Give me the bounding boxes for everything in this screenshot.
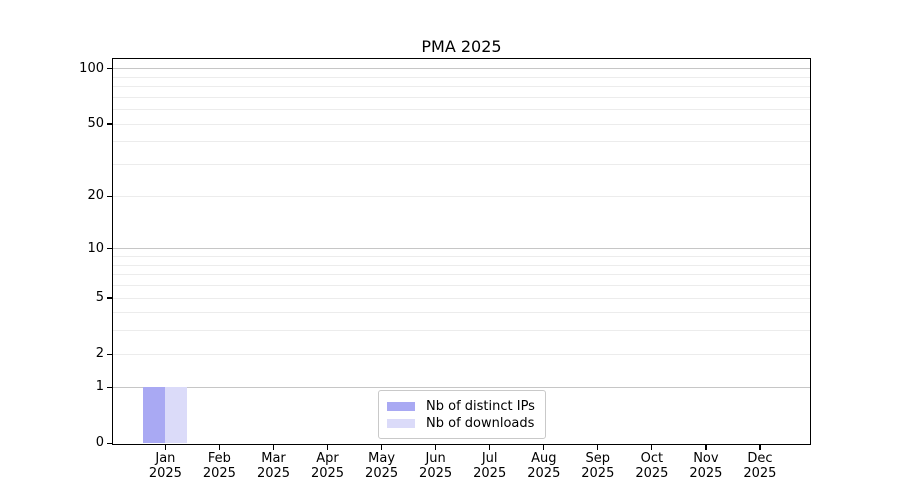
x-tick-mark [543,445,545,450]
x-tick-label: Dec 2025 [733,451,787,481]
gridline-minor [113,141,810,143]
x-tick-label: Apr 2025 [301,451,355,481]
y-tick-mark [107,248,112,250]
x-tick-label: Aug 2025 [517,451,571,481]
x-tick-label: Mar 2025 [247,451,301,481]
gridline-minor [113,284,810,286]
gridline-major [113,248,810,250]
bar-distinct-ips [143,386,165,443]
legend-label-downloads: Nb of downloads [426,415,535,431]
x-tick-label-line: Oct [640,451,664,466]
gridline-major [113,386,810,388]
x-tick-mark [759,445,761,450]
gridline-minor [113,96,810,98]
x-tick-label: Nov 2025 [679,451,733,481]
y-tick-mark [107,297,112,299]
gridline-minor [113,195,810,197]
gridline-minor [113,353,810,355]
y-tick-label: 50 [87,116,104,131]
x-tick-label-line: Sep [585,451,611,466]
gridline-minor [113,274,810,276]
x-tick-label-line: Dec [747,451,773,466]
gridline-minor [113,164,810,166]
x-tick-label-line: 2025 [310,466,345,481]
y-tick-label: 1 [95,379,104,395]
x-tick-label-line: May [368,451,396,466]
x-tick-label-line: 2025 [689,466,723,481]
x-tick-label-line: Feb [207,451,231,466]
x-tick-label-line: Jun [425,451,446,466]
x-tick-label: Jul 2025 [463,451,517,481]
plot-area [112,58,811,445]
plot-canvas [113,59,810,444]
y-tick-mark [107,442,112,445]
x-tick-mark [164,445,167,450]
y-tick-label: 20 [87,188,104,204]
x-tick-label: Jun 2025 [409,451,463,481]
x-tick-label: Jan 2025 [138,451,192,481]
y-tick-label: 10 [87,240,104,256]
legend-entry-distinct-ips: Nb of distinct IPs [387,398,535,414]
x-tick-label-line: 2025 [581,466,615,481]
x-tick-label: Oct 2025 [625,451,679,481]
legend-swatch-downloads [387,418,415,428]
y-tick-label: 5 [95,289,104,305]
gridline-minor [113,312,810,314]
gridline-minor [113,109,810,111]
x-tick-mark [489,445,491,450]
legend-entry-downloads: Nb of downloads [387,415,535,431]
x-tick-label-line: Apr [316,451,339,466]
y-tick-label: 100 [79,60,104,76]
x-tick-label-line: 2025 [202,466,236,481]
x-tick-mark [651,445,653,450]
x-tick-label-line: 2025 [365,466,399,481]
gridline-major [113,68,810,70]
gridline-minor [113,86,810,87]
x-tick-mark [218,445,221,450]
x-tick-label-line: Nov [693,451,719,466]
x-tick-label-line: 2025 [743,466,777,481]
legend-label-distinct-ips: Nb of distinct IPs [426,398,535,414]
x-tick-label-line: 2025 [635,466,669,481]
x-tick-label-line: Mar [261,451,286,466]
x-tick-mark [705,445,707,450]
x-tick-label-line: Aug [531,451,557,466]
y-tick-mark [107,123,112,125]
chart-title: PMA 2025 [421,37,502,56]
x-tick-mark [435,445,437,450]
legend-swatch-distinct-ips [387,401,415,411]
y-tick-label: 0 [95,435,104,451]
x-tick-label-line: 2025 [527,466,561,481]
x-tick-mark [597,445,599,450]
gridline-minor [113,123,810,125]
x-tick-label-line: 2025 [148,466,182,481]
x-tick-label-line: Jul [481,451,498,466]
gridline-minor [113,256,810,257]
x-tick-label-line: 2025 [419,466,453,481]
y-tick-mark [107,67,112,70]
y-tick-mark [107,353,112,355]
y-tick-mark [107,386,112,388]
bar-downloads [165,386,187,443]
gridline-minor [113,330,810,332]
x-tick-mark [326,445,329,450]
gridline-minor [113,297,810,299]
x-tick-mark [381,445,383,450]
gridline-minor [113,264,810,266]
x-tick-label: May 2025 [355,451,409,481]
x-tick-label: Feb 2025 [192,451,246,481]
y-tick-mark [107,195,112,197]
gridline-minor [113,76,810,78]
x-tick-label-line: 2025 [473,466,507,481]
x-tick-mark [272,445,275,450]
x-tick-label-line: 2025 [256,466,291,481]
x-tick-label: Sep 2025 [571,451,625,481]
legend: Nb of distinct IPs Nb of downloads [378,390,546,439]
y-tick-label: 2 [95,346,104,362]
x-tick-label-line: Jan [155,451,176,466]
